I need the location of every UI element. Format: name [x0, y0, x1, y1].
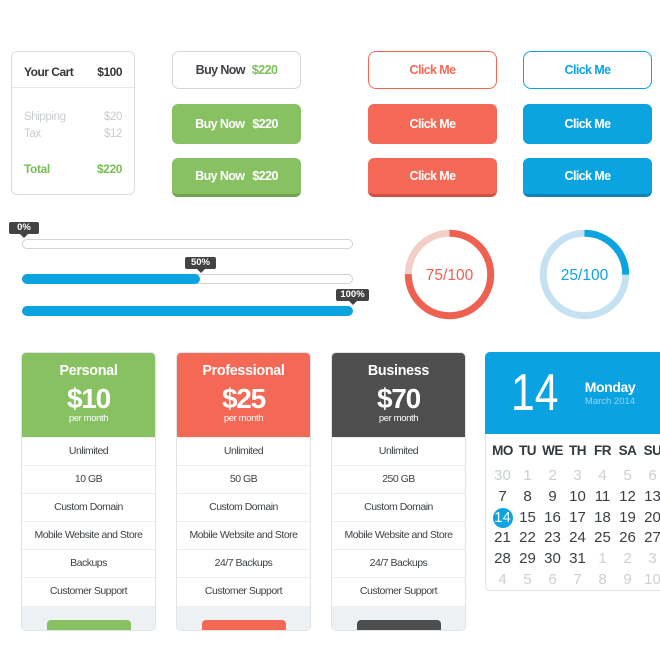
svg-text:25/100: 25/100 [561, 267, 609, 284]
svg-text:75/100: 75/100 [426, 267, 474, 284]
